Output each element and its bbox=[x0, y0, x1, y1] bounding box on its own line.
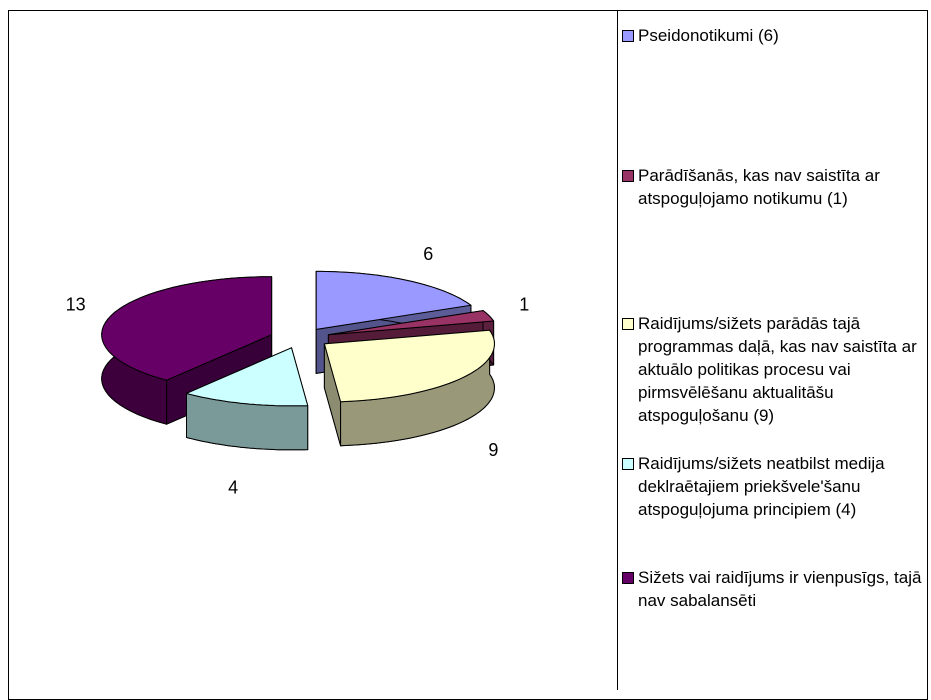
data-label: 1 bbox=[519, 294, 529, 314]
legend-entry: Parādīšanās, kas nav saistīta ar atspogu… bbox=[622, 164, 922, 210]
legend-swatch bbox=[622, 318, 634, 330]
legend-swatch bbox=[622, 30, 634, 42]
legend-text: Raidījums/sižets parādās tajā programmas… bbox=[638, 314, 917, 425]
legend: Pseidonotikumi (6) Parādīšanās, kas nav s… bbox=[618, 11, 928, 690]
slice-top bbox=[186, 347, 309, 407]
legend-swatch bbox=[622, 572, 634, 584]
data-label: 9 bbox=[488, 440, 498, 460]
legend-text: Pseidonotikumi (6) bbox=[638, 26, 779, 45]
data-label: 4 bbox=[228, 477, 238, 497]
slice-top bbox=[323, 329, 495, 403]
legend-swatch bbox=[622, 458, 634, 470]
legend-divider bbox=[617, 10, 618, 690]
legend-text: Parādīšanās, kas nav saistīta ar atspogu… bbox=[638, 166, 880, 208]
pie-slice bbox=[186, 347, 309, 451]
legend-text: Raidījums/sižets neatbilst medija deklra… bbox=[638, 454, 885, 519]
legend-entry: Raidījums/sižets parādās tajā programmas… bbox=[622, 312, 922, 427]
slice-top bbox=[315, 270, 472, 330]
legend-entry: Sižets vai raidījums ir vienpusīgs, tajā… bbox=[622, 566, 922, 612]
legend-entry: Raidījums/sižets neatbilst medija deklra… bbox=[622, 452, 922, 521]
legend-text: Sižets vai raidījums ir vienpusīgs, tajā… bbox=[638, 568, 922, 610]
pie-slice bbox=[323, 329, 495, 447]
pie-chart: 6 1 9 4 13 bbox=[66, 244, 530, 498]
data-label: 6 bbox=[423, 244, 433, 264]
data-label: 13 bbox=[66, 294, 86, 314]
legend-swatch bbox=[622, 170, 634, 182]
slice-top bbox=[101, 276, 273, 381]
slice-top bbox=[327, 310, 495, 336]
legend-entry: Pseidonotikumi (6) bbox=[622, 24, 922, 47]
